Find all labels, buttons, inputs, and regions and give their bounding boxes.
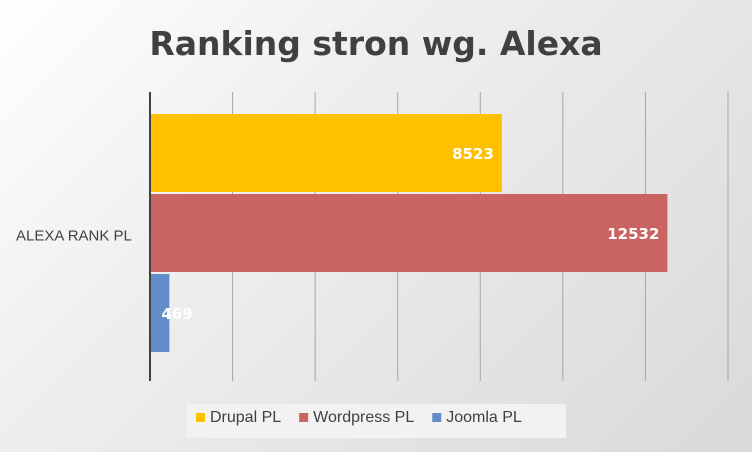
- data-label: 12532: [607, 225, 659, 243]
- legend-label: Drupal PL: [210, 409, 281, 426]
- chart-title: Ranking stron wg. Alexa: [149, 24, 602, 63]
- data-label: 469: [161, 305, 192, 323]
- bar-joomla-pl: [150, 274, 170, 352]
- bar-drupal-pl: [150, 114, 502, 192]
- legend-swatch: [299, 413, 309, 422]
- legend: Drupal PL Wordpress PL Joomla PL: [186, 404, 566, 438]
- category-label: ALEXA RANK PL: [16, 228, 132, 245]
- legend-label: Joomla PL: [446, 409, 522, 426]
- bars: 8523 12532 469: [150, 114, 668, 352]
- legend-box: [186, 404, 566, 438]
- legend-label: Wordpress PL: [313, 409, 414, 426]
- legend-swatch: [432, 413, 442, 422]
- data-label: 8523: [452, 145, 494, 163]
- legend-swatch: [196, 413, 205, 422]
- bar-wordpress-pl: [150, 194, 668, 272]
